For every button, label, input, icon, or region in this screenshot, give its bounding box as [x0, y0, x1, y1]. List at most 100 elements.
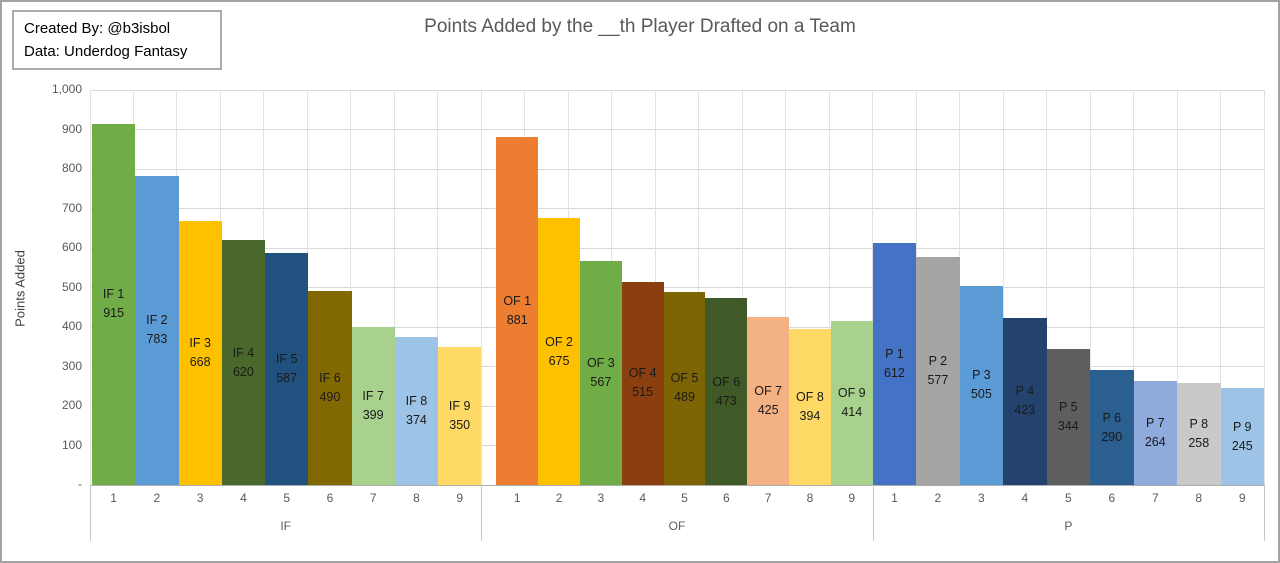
bar-IF-5: IF 5 587 [265, 253, 309, 485]
horizontal-gridline [90, 247, 1264, 249]
bar-label: OF 7 425 [743, 382, 793, 420]
bar-label: IF 9 350 [434, 397, 485, 435]
x-category-label: 2 [934, 491, 942, 505]
bar-label-name: OF 1 [503, 294, 532, 308]
annotation-created-by: Created By: @b3isbol [24, 20, 171, 37]
x-category-label: 7 [1151, 491, 1159, 505]
bar-label-value: 490 [319, 390, 341, 405]
x-category-label: 6 [326, 491, 334, 505]
bar-P-6: P 6 290 [1090, 370, 1134, 485]
bar-label-value: 567 [590, 375, 612, 390]
bar-label-name: IF 6 [319, 371, 341, 386]
y-tick-label: 400 [61, 319, 82, 333]
bar-label: P 3 505 [956, 366, 1007, 404]
bar-label-value: 915 [103, 306, 125, 321]
bar-label: IF 4 620 [218, 344, 269, 382]
bar-label-name: P 7 [1146, 415, 1165, 430]
horizontal-gridline [90, 287, 1264, 288]
bar-label-name: OF 2 [545, 334, 573, 349]
y-tick-label: 800 [61, 161, 82, 175]
bar-label-name: OF 8 [796, 390, 824, 405]
bar-label-value: 505 [970, 387, 992, 402]
x-category-label: 5 [1064, 491, 1072, 505]
y-tick-label: 1,000 [51, 82, 82, 96]
group-divider [872, 485, 874, 541]
bar-label-name: OF 4 [628, 366, 657, 381]
horizontal-gridline [90, 208, 1264, 209]
bar-label-name: IF 4 [232, 345, 255, 360]
bar-label-name: OF 7 [754, 384, 783, 399]
bar-label-name: IF 8 [405, 394, 428, 409]
vertical-gridline [828, 90, 830, 485]
x-group-label-P: P [1064, 519, 1073, 533]
bar-label-name: OF 3 [586, 356, 615, 371]
annotation-box: Created By: @b3isbol Data: Underdog Fant… [12, 10, 222, 70]
horizontal-gridline [90, 89, 1264, 91]
x-category-label: 7 [369, 491, 377, 505]
bar-P-9: P 9 245 [1220, 388, 1264, 485]
bar-label-value: 473 [715, 393, 737, 408]
bar-IF-7: IF 7 399 [351, 327, 395, 485]
bar-label: P 4 423 [999, 382, 1050, 420]
bar-label: IF 3 668 [175, 334, 226, 372]
x-group-label-OF: OF [668, 519, 686, 533]
bar-label-value: 577 [927, 373, 949, 388]
bar-label-value: 414 [841, 405, 863, 420]
vertical-gridline [698, 90, 700, 485]
bar-label-name: P 6 [1102, 410, 1122, 425]
vertical-gridline [1002, 90, 1004, 485]
bar-label-value: 668 [189, 355, 211, 370]
bar-label-name: P 2 [928, 354, 948, 369]
bar-IF-4: IF 4 620 [221, 240, 266, 485]
bar-label-value: 344 [1057, 419, 1079, 434]
bar-OF-4: OF 4 515 [621, 281, 664, 485]
x-category-label: 8 [413, 491, 420, 505]
plot-area: IF 1 915 IF 2 783 IF 3 668 IF 4 620 IF 5 587 IF 6 4… [89, 89, 1265, 486]
x-category-label: 2 [555, 491, 563, 505]
x-category-label: 4 [1021, 491, 1029, 505]
vertical-gridline [89, 90, 91, 485]
bar-OF-9: OF 9 414 [830, 321, 873, 485]
bar-label: IF 6 490 [304, 369, 355, 407]
bar-label-value: 489 [674, 390, 695, 405]
chart-title: Points Added by the __th Player Drafted … [424, 16, 856, 37]
vertical-gridline [393, 90, 395, 485]
bar-label: OF 9 414 [827, 384, 877, 422]
x-category-label: 2 [153, 491, 161, 505]
bar-OF-7: OF 7 425 [747, 317, 790, 485]
x-category-label: 9 [848, 491, 856, 505]
x-category-label: 3 [597, 491, 605, 505]
bar-P-4: P 4 423 [1003, 317, 1047, 485]
bar-P-2: P 2 577 [916, 257, 960, 485]
bar-OF-1: OF 1 881 [496, 137, 539, 485]
x-category-label: 3 [978, 491, 985, 505]
bar-label-name: IF 7 [362, 389, 384, 404]
bar-label-name: IF 9 [448, 398, 471, 413]
bar-label-value: 620 [232, 364, 254, 379]
y-tick-label: - [78, 477, 82, 491]
bar-IF-6: IF 6 490 [308, 291, 352, 485]
bar-label-value: 394 [799, 409, 821, 424]
vertical-gridline [437, 90, 439, 485]
bar-label-value: 881 [506, 313, 528, 327]
bar-label-name: OF 9 [837, 386, 866, 401]
bar-label-name: P 8 [1189, 417, 1209, 432]
bar-label-name: P 4 [1015, 384, 1035, 399]
bar-label: P 8 258 [1173, 415, 1224, 453]
bar-label-value: 515 [632, 385, 654, 400]
vertical-gridline [785, 90, 787, 485]
bar-label-value: 612 [883, 366, 905, 381]
horizontal-gridline [90, 168, 1264, 170]
x-group-label-IF: IF [280, 519, 291, 533]
vertical-gridline [1176, 90, 1178, 485]
bar-IF-1: IF 1 915 [92, 123, 136, 485]
bar-label: IF 7 399 [348, 387, 399, 425]
bar-label-name: P 9 [1232, 419, 1252, 434]
vertical-gridline [1220, 90, 1222, 485]
bar-P-8: P 8 258 [1177, 383, 1221, 485]
bar-IF-3: IF 3 668 [178, 221, 222, 485]
bar-label: OF 4 515 [618, 364, 668, 402]
x-category-label: 8 [1195, 491, 1203, 505]
bar-label: OF 2 675 [534, 333, 584, 371]
bar-OF-6: OF 6 473 [705, 298, 748, 485]
